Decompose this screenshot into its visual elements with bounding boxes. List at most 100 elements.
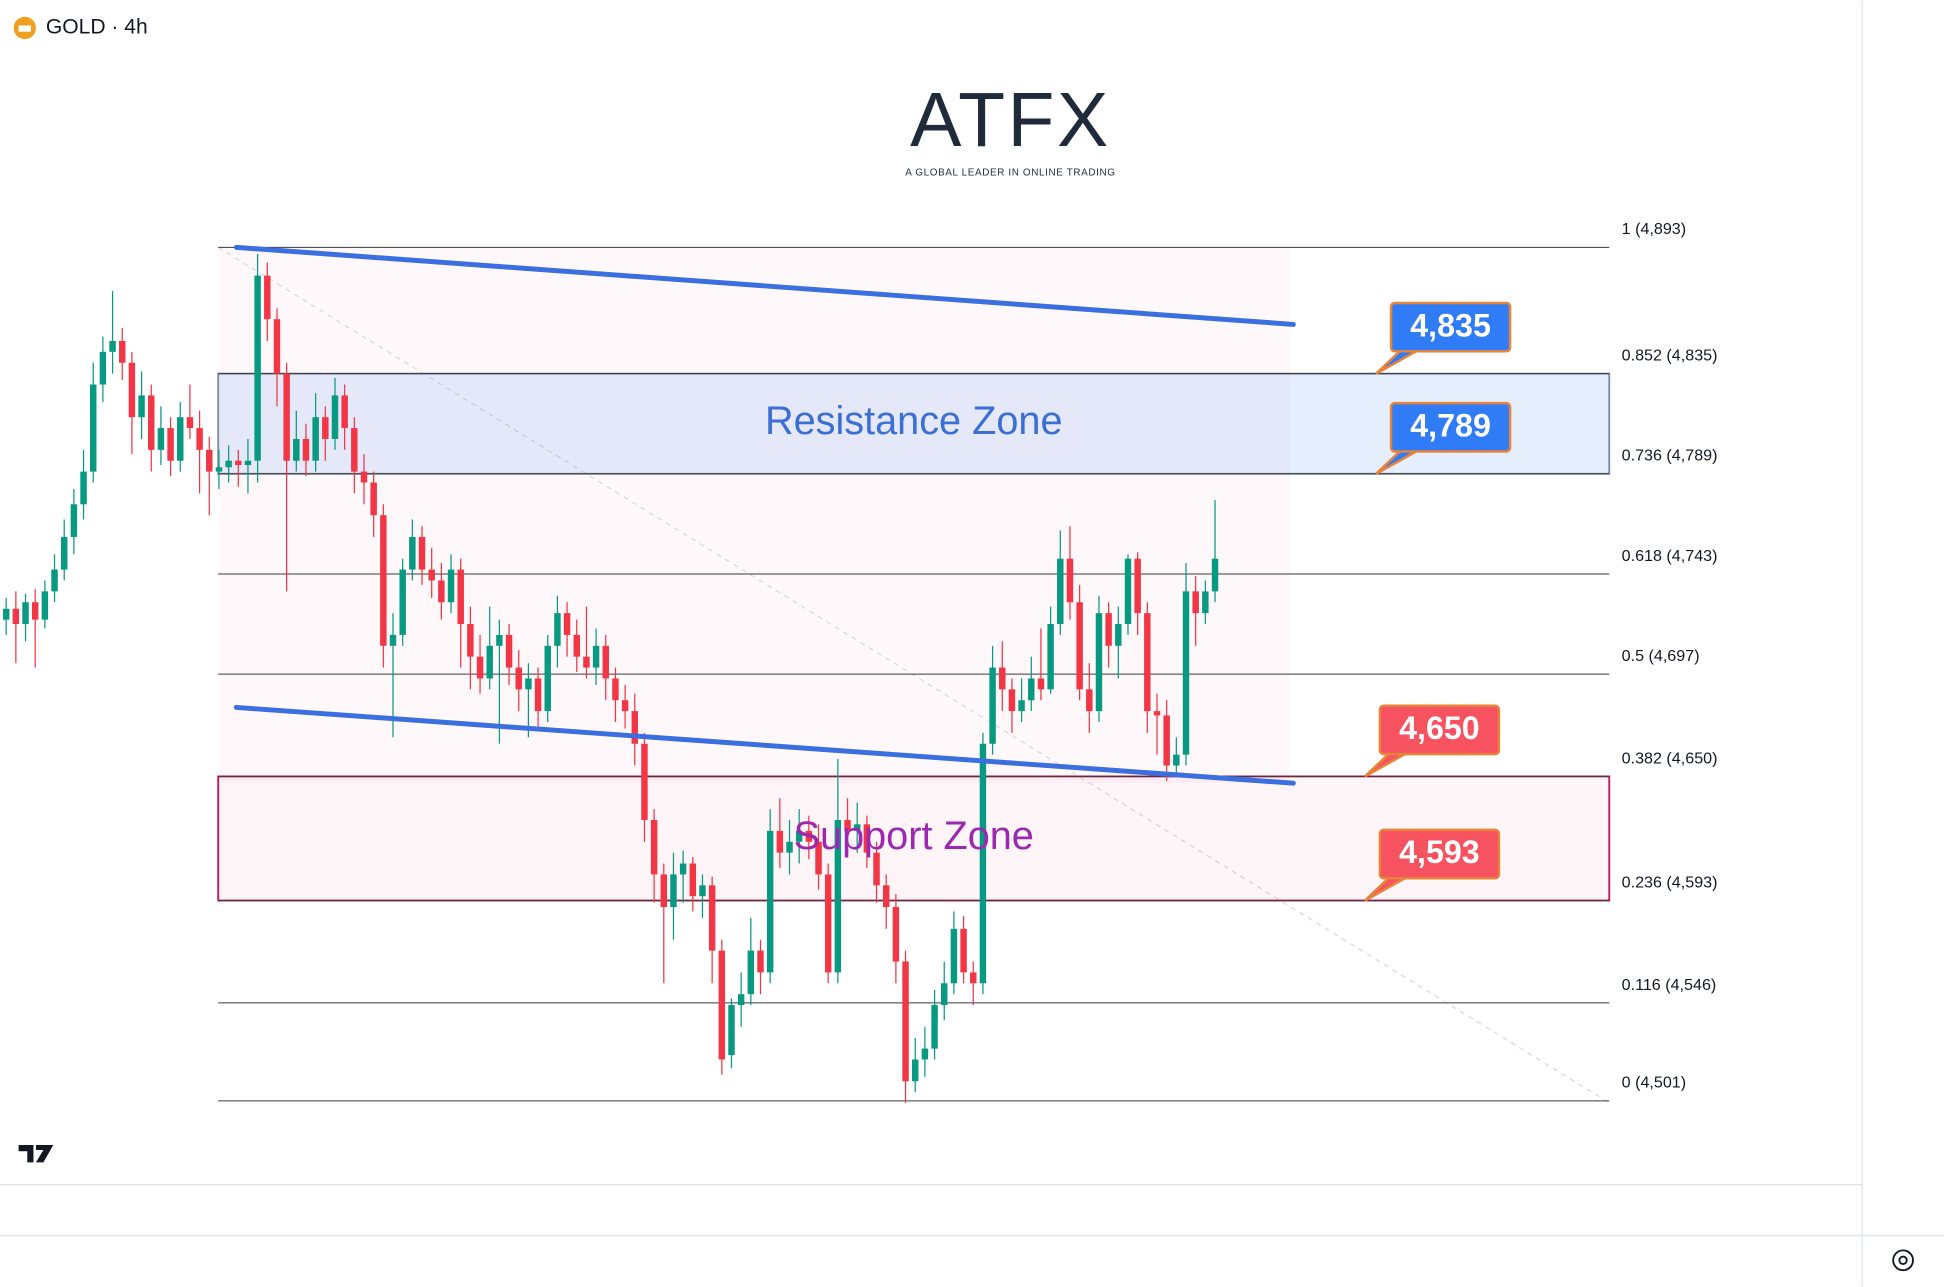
candle-body bbox=[389, 634, 397, 646]
candle-body bbox=[496, 634, 503, 646]
candle-body bbox=[273, 319, 281, 374]
candle-body bbox=[360, 471, 368, 483]
candle-body bbox=[99, 351, 107, 385]
settings-button[interactable] bbox=[1892, 1249, 1914, 1272]
candle-body bbox=[467, 624, 474, 657]
price-tag bbox=[1389, 301, 1512, 353]
candle-body bbox=[631, 711, 639, 744]
candle-body bbox=[157, 428, 165, 450]
candle-body bbox=[873, 852, 880, 886]
candle-body bbox=[399, 569, 406, 635]
candle-body bbox=[844, 819, 851, 831]
candles bbox=[2, 253, 1219, 1104]
candle-body bbox=[302, 438, 310, 461]
candle-body bbox=[882, 885, 890, 908]
candle-body bbox=[177, 417, 184, 461]
fib-label: 0.736 (4,789) bbox=[1622, 447, 1718, 465]
candle-body bbox=[573, 634, 580, 657]
candle-body bbox=[119, 340, 126, 363]
candle-body bbox=[60, 536, 68, 570]
candle-body bbox=[950, 928, 958, 984]
settings-button-core bbox=[1898, 1255, 1908, 1265]
candle-body bbox=[341, 395, 348, 429]
candle-body bbox=[1211, 558, 1219, 592]
candle-body bbox=[708, 885, 716, 951]
trend-line bbox=[233, 704, 1296, 786]
price-tag bbox=[1378, 828, 1501, 880]
candle-body bbox=[186, 417, 194, 429]
candle-body bbox=[805, 830, 813, 842]
candle-body bbox=[505, 634, 513, 668]
price-tag-label: 4,650 bbox=[1399, 710, 1480, 746]
candle-body bbox=[563, 613, 571, 635]
candle-body bbox=[1028, 678, 1035, 701]
candle-body bbox=[1173, 754, 1180, 766]
candle-body bbox=[244, 460, 252, 466]
channel-shade bbox=[218, 247, 1289, 783]
candle-body bbox=[718, 950, 726, 1060]
candle-body bbox=[138, 395, 145, 418]
candle-body bbox=[757, 950, 764, 973]
candle-body bbox=[70, 504, 78, 537]
candle-body bbox=[544, 645, 551, 712]
fib-label: 0.5 (4,697) bbox=[1622, 647, 1700, 665]
candle-body bbox=[892, 907, 900, 962]
candle-body bbox=[380, 515, 387, 646]
candle-body bbox=[679, 863, 687, 875]
candle-body bbox=[1124, 558, 1132, 625]
candle-body bbox=[612, 678, 619, 701]
candle-body bbox=[824, 874, 832, 973]
chart-title[interactable]: GOLD · 4h bbox=[46, 16, 148, 39]
candle-body bbox=[534, 678, 542, 712]
candle-body bbox=[293, 438, 300, 461]
candle-body bbox=[283, 373, 290, 461]
candle-body bbox=[1144, 613, 1151, 712]
price-tag-label: 4,593 bbox=[1399, 834, 1480, 870]
candle-body bbox=[109, 340, 116, 352]
candle-body bbox=[525, 678, 532, 690]
candle-body bbox=[592, 645, 600, 668]
candle-body bbox=[941, 983, 948, 1006]
candle-body bbox=[438, 580, 445, 603]
candle-body bbox=[128, 362, 136, 418]
candle-body bbox=[90, 384, 97, 472]
candle-body bbox=[931, 1005, 938, 1049]
candle-body bbox=[728, 1005, 735, 1056]
candle-body bbox=[641, 743, 648, 820]
candle-body bbox=[167, 428, 174, 461]
candle-body bbox=[902, 961, 909, 1082]
candle-body bbox=[515, 667, 522, 690]
candle-body bbox=[999, 667, 1006, 690]
fib-label: 0.852 (4,835) bbox=[1622, 347, 1718, 365]
candle-body bbox=[1086, 689, 1093, 712]
candle-body bbox=[22, 602, 29, 625]
fib-label: 0.236 (4,593) bbox=[1622, 873, 1718, 891]
candle-body bbox=[486, 645, 493, 679]
candle-body bbox=[1134, 558, 1141, 614]
candle-body bbox=[12, 608, 20, 625]
candle-body bbox=[766, 830, 774, 973]
watermark-brand: ATFX bbox=[910, 77, 1111, 163]
candle-body bbox=[322, 417, 329, 439]
candle-body bbox=[1057, 558, 1064, 625]
candle-body bbox=[215, 467, 223, 472]
fib-trend-line bbox=[217, 246, 1610, 1104]
fib-label: 0.382 (4,650) bbox=[1622, 749, 1718, 767]
candle-body bbox=[51, 569, 58, 592]
candle-body bbox=[1105, 613, 1112, 646]
candle-body bbox=[853, 824, 861, 831]
candle-body bbox=[264, 275, 271, 320]
candle-body bbox=[960, 928, 967, 973]
candle-body bbox=[670, 874, 677, 908]
candle-body bbox=[476, 656, 484, 679]
candle-body bbox=[699, 885, 706, 897]
candle-body bbox=[428, 569, 435, 581]
price-tag-label: 4,835 bbox=[1410, 307, 1491, 343]
candle-body bbox=[1047, 624, 1054, 690]
candle-body bbox=[737, 994, 745, 1006]
candle-body bbox=[1192, 591, 1199, 614]
candle-body bbox=[1095, 613, 1103, 712]
candle-body bbox=[447, 569, 455, 603]
candle-body bbox=[235, 460, 242, 466]
